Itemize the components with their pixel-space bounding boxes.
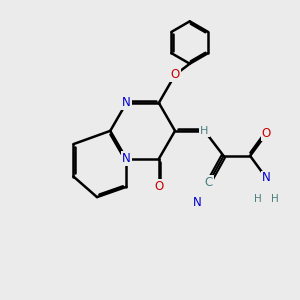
Text: O: O: [170, 68, 180, 81]
Text: N: N: [193, 196, 202, 209]
Text: C: C: [205, 176, 213, 189]
Text: N: N: [262, 172, 271, 184]
Text: O: O: [154, 180, 164, 193]
Text: H: H: [271, 194, 279, 204]
Text: H: H: [200, 126, 209, 136]
Text: N: N: [122, 96, 131, 110]
Text: H: H: [254, 194, 261, 204]
Text: N: N: [122, 152, 131, 165]
Text: O: O: [262, 127, 271, 140]
